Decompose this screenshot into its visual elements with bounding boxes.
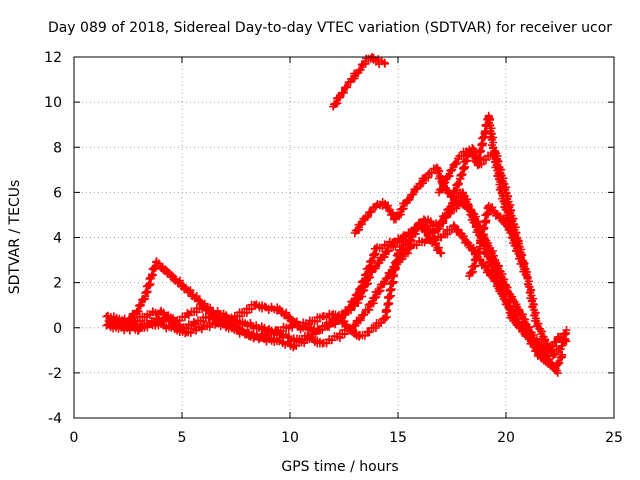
y-tick-label: -2	[48, 366, 62, 382]
y-tick-label: 6	[53, 185, 62, 201]
x-tick-label: 10	[281, 430, 299, 446]
x-tick-label: 15	[389, 430, 407, 446]
axis-ticks	[73, 56, 615, 419]
y-tick-labels: -4 -2 0 2 4 6 8 10 12	[44, 50, 62, 427]
y-tick-label: 2	[53, 276, 62, 292]
x-tick-label: 0	[70, 430, 79, 446]
y-axis-label: SDTVAR / TECUs	[7, 180, 23, 295]
y-tick-label: -4	[48, 411, 62, 427]
data-marks	[102, 53, 571, 377]
marker-path	[465, 201, 523, 280]
marker-path	[329, 53, 389, 111]
x-tick-label: 25	[605, 430, 623, 446]
y-tick-label: 0	[53, 321, 62, 337]
y-tick-label: 8	[53, 140, 62, 156]
x-tick-labels: 0 5 10 15 20 25	[70, 430, 623, 446]
x-tick-label: 20	[497, 430, 515, 446]
series-sat-track-4	[124, 220, 446, 341]
y-tick-label: 4	[53, 231, 62, 247]
y-tick-label: 10	[44, 95, 62, 111]
marker-path	[124, 220, 446, 341]
chart-title: Day 089 of 2018, Sidereal Day-to-day VTE…	[48, 20, 612, 36]
series-sat-track-5	[329, 53, 389, 111]
series-sat-track-8	[465, 201, 523, 280]
x-axis-label: GPS time / hours	[281, 459, 398, 475]
y-tick-label: 12	[44, 50, 62, 66]
x-tick-label: 5	[178, 430, 187, 446]
